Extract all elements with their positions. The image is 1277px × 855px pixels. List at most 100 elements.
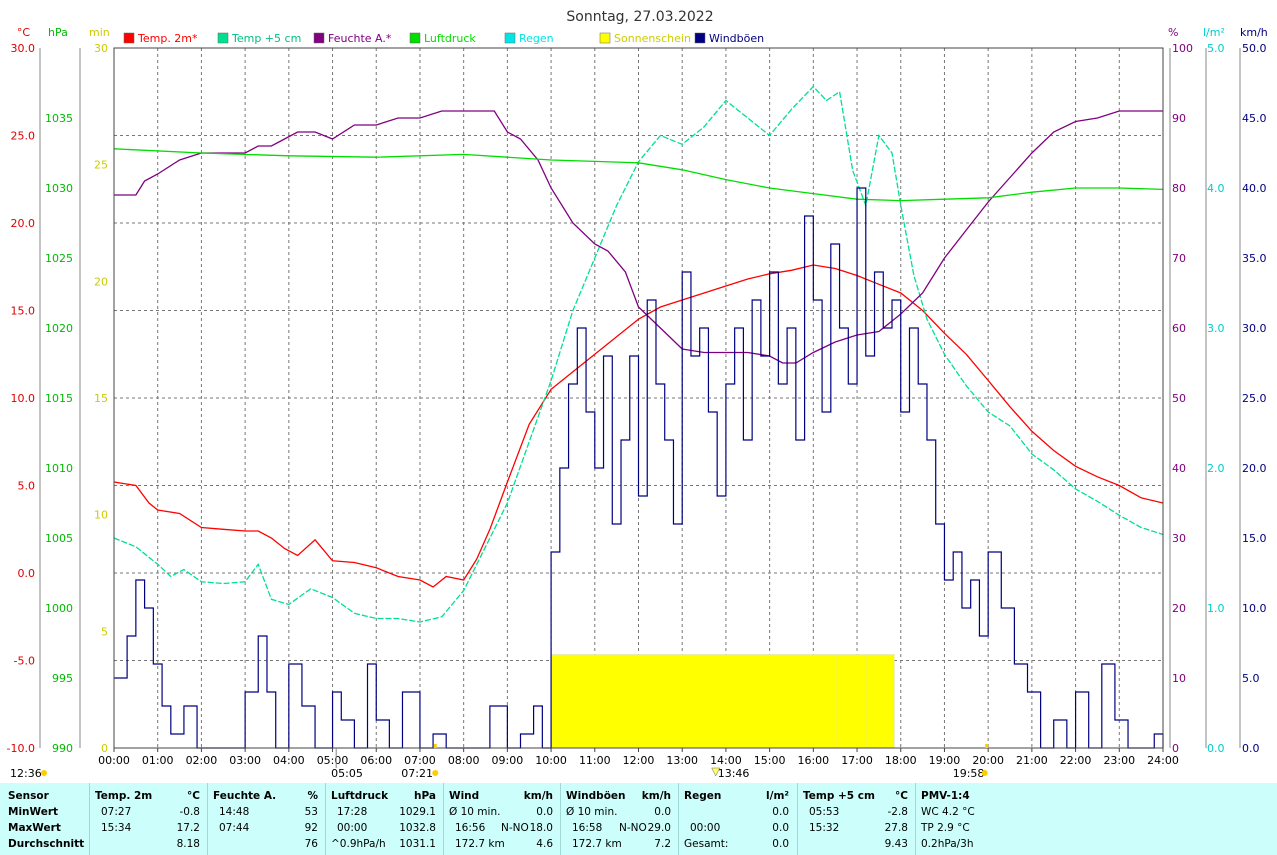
luftdruck-header: Luftdruck <box>331 790 389 802</box>
humidity-tick-label: 30 <box>1172 532 1186 545</box>
sunshine-bar <box>865 654 895 749</box>
temp-tick-label: 10.0 <box>11 392 36 405</box>
sunshine-bar <box>550 654 838 749</box>
temp2m-header: Temp. 2m <box>95 790 153 802</box>
temp5-max: 27.8 <box>884 822 908 834</box>
sunset-label: 19:58 <box>953 767 985 780</box>
regen-min: 0.0 <box>772 806 789 818</box>
moon-culmination-icon <box>711 767 721 777</box>
pmv-dewpoint: TP 2.9 °C <box>921 822 970 834</box>
rain-tick-label: 2.0 <box>1207 462 1225 475</box>
wind-tick-label: 5.0 <box>1242 672 1260 685</box>
chart-legend: Temp. 2m* Temp +5 cm Feuchte A.* Luftdruck R… <box>123 32 764 45</box>
pressure-tick-label: 990 <box>52 742 73 755</box>
humidity-tick-label: 40 <box>1172 462 1186 475</box>
feuchte-max-time: 07:44 <box>219 822 250 834</box>
windboen-avg-label: Ø 10 min. <box>566 806 618 818</box>
windboen-avg: 0.0 <box>654 806 671 818</box>
wind-tick-label: 30.0 <box>1242 322 1267 335</box>
legend-swatch <box>599 32 611 44</box>
windboen-distance: 172.7 km <box>572 838 622 850</box>
x-tick-label: 16:00 <box>797 754 829 767</box>
temp-tick-label: 30.0 <box>11 42 36 55</box>
series-luftdruck <box>113 148 1164 202</box>
temp2m-max-time: 15:34 <box>101 822 132 834</box>
humidity-tick-label: 100 <box>1172 42 1193 55</box>
sun-unit-label: min <box>89 26 110 39</box>
temp2m-max: 17.2 <box>176 822 200 834</box>
temp5-max-time: 15:32 <box>809 822 840 834</box>
temp-tick-label: 15.0 <box>11 305 36 318</box>
wind-avg: 0.0 <box>536 806 553 818</box>
wind-max-dir: N-NO <box>501 822 529 834</box>
wind-avg-label: Ø 10 min. <box>449 806 501 818</box>
legend-label: Feuchte A.* <box>328 32 392 45</box>
legend-label: Regen <box>519 32 554 45</box>
pressure-tick-label: 1020 <box>45 322 73 335</box>
pressure-unit-label: hPa <box>48 26 68 39</box>
temp2m-unit: °C <box>187 790 200 802</box>
temp2m-min: -0.8 <box>179 806 201 818</box>
x-tick-label: 06:00 <box>360 754 392 767</box>
temp5-unit: °C <box>895 790 908 802</box>
rain-unit-label: l/m² <box>1203 26 1225 39</box>
temp5-min-time: 05:53 <box>809 806 840 818</box>
rain-tick-label: 4.0 <box>1207 182 1225 195</box>
wind-tick-label: 20.0 <box>1242 462 1267 475</box>
temp-unit-label: °C <box>17 26 31 39</box>
series-feuchte-a <box>114 110 1163 364</box>
rain-tick-label: 5.0 <box>1207 42 1225 55</box>
row-label-min: MinWert <box>8 806 59 818</box>
wind-tick-label: 50.0 <box>1242 42 1267 55</box>
x-tick-label: 13:00 <box>666 754 698 767</box>
sunshine-bars <box>550 654 895 749</box>
x-tick-label: 08:00 <box>448 754 480 767</box>
wind-unit: km/h <box>523 790 553 802</box>
x-tick-label: 01:00 <box>142 754 174 767</box>
legend-swatch <box>409 32 421 44</box>
temp-tick-label: 25.0 <box>11 130 36 143</box>
regen-header: Regen <box>684 790 722 802</box>
windboen-header: Windböen <box>566 790 626 802</box>
temp5-min: -2.8 <box>887 806 909 818</box>
regen-total: 0.0 <box>772 838 789 850</box>
wind-max-time: 16:56 <box>455 822 486 834</box>
x-tick-label: 04:00 <box>273 754 305 767</box>
x-tick-label: 24:00 <box>1147 754 1179 767</box>
windboen-max-dir: N-NO <box>619 822 647 834</box>
humidity-unit-label: % <box>1168 26 1178 39</box>
feuchte-min-time: 14:48 <box>219 806 250 818</box>
humidity-tick-label: 0 <box>1172 742 1179 755</box>
x-tick-label: 07:00 <box>404 754 436 767</box>
luftdruck-trend: ^0.9hPa/h <box>331 838 386 850</box>
x-tick-label: 11:00 <box>579 754 611 767</box>
x-tick-label: 03:00 <box>229 754 261 767</box>
legend-swatch <box>694 32 706 44</box>
sunset-icon <box>981 770 988 776</box>
series-temp-5-cm <box>113 85 1164 623</box>
regen-unit: l/m² <box>766 790 789 802</box>
pressure-tick-label: 1015 <box>45 392 73 405</box>
x-tick-label: 05:00 <box>317 754 349 767</box>
wind-tick-label: 25.0 <box>1242 392 1267 405</box>
row-label-sensor: Sensor <box>8 790 49 802</box>
sunshine-tick-label: 25 <box>94 159 108 172</box>
x-tick-label: 00:00 <box>98 754 130 767</box>
pressure-tick-label: 1035 <box>45 112 73 125</box>
x-tick-label: 14:00 <box>710 754 742 767</box>
feuchte-avg: 76 <box>304 838 318 850</box>
luftdruck-max-time: 00:00 <box>337 822 368 834</box>
legend-label: Windböen <box>709 32 764 45</box>
legend-swatch <box>504 32 516 44</box>
temp-tick-label: -5.0 <box>14 655 35 668</box>
wind-tick-label: 0.0 <box>1242 742 1260 755</box>
sunshine-tick-label: 30 <box>94 42 108 55</box>
x-tick-label: 19:00 <box>929 754 961 767</box>
sunshine-tick-label: 20 <box>94 275 108 288</box>
stats-panel: Sensor MinWert MaxWert Durchschnitt Temp… <box>0 783 1277 855</box>
x-tick-label: 22:00 <box>1060 754 1092 767</box>
sunshine-bar <box>836 654 867 749</box>
pmv-windchill: WC 4.2 °C <box>921 806 975 818</box>
luftdruck-avg: 1031.1 <box>399 838 436 850</box>
rain-tick-label: 0.0 <box>1207 742 1225 755</box>
